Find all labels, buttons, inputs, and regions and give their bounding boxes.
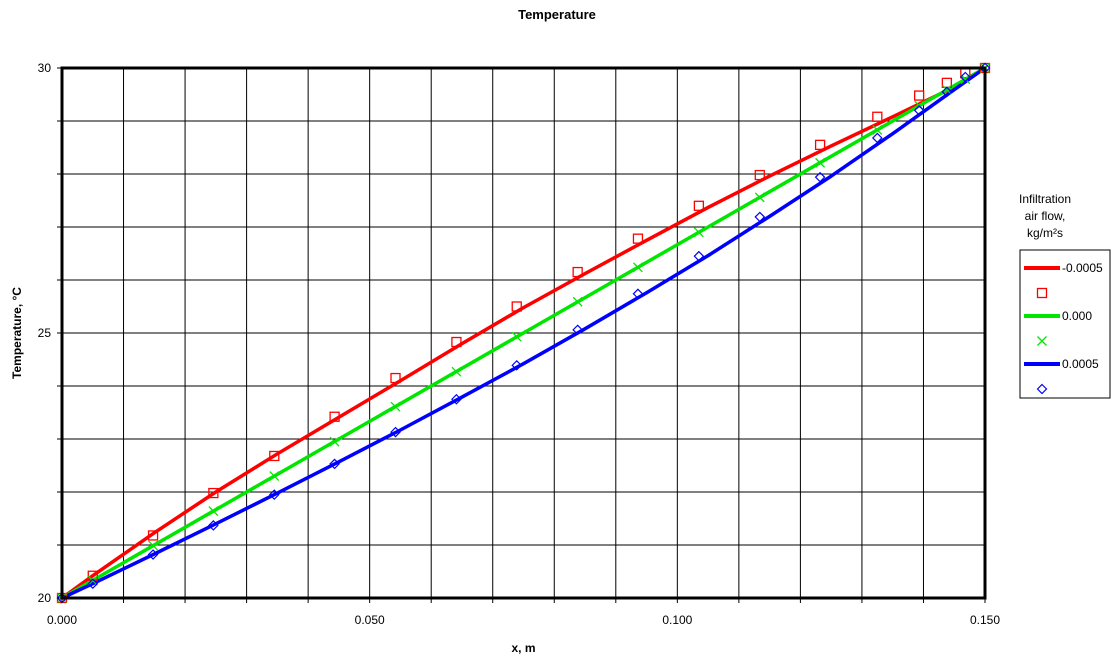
data-point-series-3	[572, 324, 583, 336]
legend-entries: -0.0005 0.000 0.0005	[1024, 261, 1103, 395]
data-point-series-2	[148, 540, 159, 551]
legend-label-1: -0.0005	[1062, 261, 1103, 275]
y-axis-title: Temperature, °C	[10, 287, 24, 379]
data-point-series-3	[390, 426, 401, 438]
data-point-series-3	[329, 458, 340, 470]
data-point-series-3	[754, 211, 766, 223]
y-tick-label: 30	[38, 61, 52, 75]
legend-title-line-1: Infiltration	[1019, 192, 1071, 206]
x-tick-label: 0.100	[662, 613, 692, 627]
data-point-series-1	[872, 111, 883, 122]
data-point-series-1	[147, 530, 159, 541]
legend-box	[1019, 249, 1111, 399]
data-point-series-1	[208, 487, 219, 499]
data-point-series-1	[632, 233, 644, 244]
data-point-series-2	[693, 227, 704, 238]
data-point-series-2	[208, 506, 219, 517]
data-point-series-1	[390, 372, 401, 384]
x-tick-label: 0.000	[47, 613, 77, 627]
data-point-series-1	[914, 90, 925, 101]
data-point-series-3	[871, 132, 883, 144]
data-point-series-3	[814, 171, 826, 183]
data-point-series-2	[269, 471, 280, 482]
legend-label-2: 0.000	[1062, 309, 1092, 323]
data-point-series-1	[451, 336, 462, 348]
plot-series	[56, 62, 991, 604]
data-point-series-1	[754, 169, 765, 181]
legend-marker-1	[1036, 287, 1048, 299]
legend-marker-2	[1037, 336, 1047, 346]
series-line-2	[61, 66, 986, 600]
data-point-series-2	[390, 401, 401, 412]
data-point-series-2	[87, 575, 98, 586]
series-line-3	[61, 66, 987, 600]
data-point-series-3	[451, 393, 462, 405]
data-point-series-2	[329, 436, 340, 447]
grid	[62, 68, 985, 598]
data-point-series-3	[941, 86, 953, 98]
series-line-1	[60, 66, 986, 600]
legend-marker-3	[1036, 383, 1048, 395]
data-point-series-3	[693, 250, 705, 262]
data-point-series-3	[208, 520, 219, 531]
legend-title-line-3: kg/m²s	[1027, 226, 1063, 240]
data-point-series-2	[572, 296, 583, 307]
data-point-series-1	[814, 139, 826, 151]
data-point-series-1	[269, 450, 280, 462]
data-point-series-2	[511, 331, 522, 342]
y-tick-label: 25	[38, 326, 52, 340]
data-point-series-3	[913, 105, 925, 116]
data-point-series-1	[511, 301, 522, 312]
x-tick-label: 0.150	[970, 613, 1000, 627]
data-point-series-1	[572, 266, 583, 278]
legend-title-line-2: air flow,	[1025, 209, 1066, 223]
chart-title: Temperature	[518, 7, 596, 22]
data-point-series-2	[754, 192, 765, 203]
data-point-series-3	[959, 71, 971, 83]
data-point-series-3	[147, 549, 159, 560]
data-point-series-2	[815, 157, 826, 168]
data-point-series-2	[872, 125, 883, 135]
data-point-series-1	[329, 411, 340, 422]
data-point-series-1	[693, 200, 705, 211]
legend-label-3: 0.0005	[1062, 357, 1099, 371]
data-point-series-3	[632, 288, 644, 300]
data-point-series-3	[268, 489, 280, 500]
legend: Infiltration air flow, kg/m²s -0.0005 0.0…	[1019, 192, 1111, 399]
x-tick-label: 0.050	[355, 613, 385, 627]
y-tick-label: 20	[38, 591, 52, 605]
axis-ticks: 0.000 0.050 0.100 0.150 20 25 30	[38, 61, 1001, 627]
data-point-series-3	[511, 359, 523, 371]
x-axis-title: x, m	[511, 641, 535, 655]
data-point-series-2	[632, 262, 643, 273]
data-point-series-2	[451, 366, 462, 377]
data-point-series-3	[87, 578, 99, 590]
